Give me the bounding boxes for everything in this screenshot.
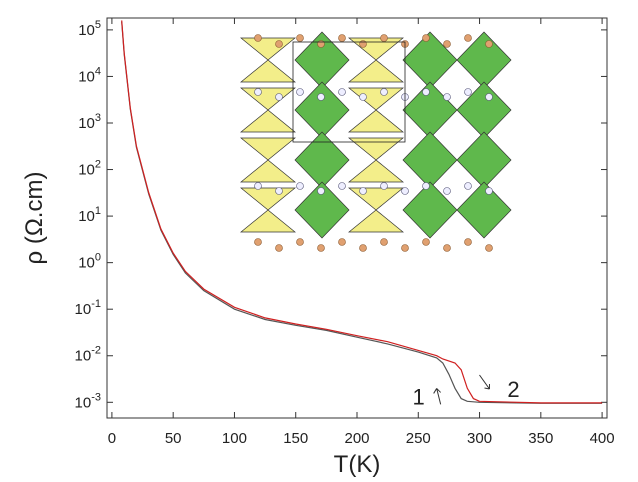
atom xyxy=(402,245,409,252)
y-tick-label: 104 xyxy=(78,65,101,85)
crystal-structure-inset xyxy=(241,32,511,252)
atom xyxy=(486,245,493,252)
atom xyxy=(360,94,367,101)
y-tick-label: 10-1 xyxy=(75,298,101,318)
atom xyxy=(465,35,472,42)
y-tick-label: 103 xyxy=(78,112,101,132)
atom xyxy=(423,183,430,190)
y-tick-label: 10-3 xyxy=(75,391,101,411)
polyhedron xyxy=(349,138,403,182)
atom xyxy=(444,188,451,195)
annotation: 2 xyxy=(507,377,519,402)
y-axis-title: ρ (Ω.cm) xyxy=(21,172,48,265)
atom xyxy=(276,94,283,101)
polyhedron xyxy=(295,132,349,188)
chart: T(K) ρ (Ω.cm) 0 50 100 150 200 250 300 350 400 10… xyxy=(0,0,638,482)
polyhedron xyxy=(349,88,403,132)
atom xyxy=(381,239,388,246)
atom xyxy=(297,239,304,246)
atom xyxy=(255,183,262,190)
atom xyxy=(255,239,262,246)
atom xyxy=(339,35,346,42)
atom xyxy=(276,188,283,195)
atom xyxy=(339,239,346,246)
x-tick-label: 200 xyxy=(344,430,369,447)
atom xyxy=(255,35,262,42)
atom xyxy=(297,89,304,96)
atom xyxy=(339,183,346,190)
y-tick-label: 100 xyxy=(78,252,101,272)
atom xyxy=(276,41,283,48)
y-tick-label: 101 xyxy=(78,205,101,225)
atom xyxy=(402,188,409,195)
polyhedron xyxy=(403,32,457,88)
atom xyxy=(276,245,283,252)
atom xyxy=(318,41,325,48)
atom xyxy=(360,41,367,48)
y-tick-label: 102 xyxy=(78,159,101,179)
x-tick-label: 100 xyxy=(222,430,247,447)
x-tick-label: 350 xyxy=(528,430,553,447)
annotation: 1 xyxy=(413,384,425,409)
atom xyxy=(423,239,430,246)
atom xyxy=(423,35,430,42)
polyhedron xyxy=(241,38,295,82)
annotation-arrow xyxy=(434,388,441,404)
atom xyxy=(486,41,493,48)
atom xyxy=(360,245,367,252)
atom xyxy=(381,35,388,42)
atom xyxy=(381,183,388,190)
atom xyxy=(423,89,430,96)
atom xyxy=(255,89,262,96)
y-tick-label: 10-2 xyxy=(75,345,101,365)
atom xyxy=(486,188,493,195)
polyhedron xyxy=(403,82,457,138)
atom xyxy=(381,89,388,96)
atom xyxy=(297,183,304,190)
x-tick-label: 250 xyxy=(406,430,431,447)
x-tick-label: 50 xyxy=(165,430,182,447)
atom xyxy=(318,245,325,252)
atom xyxy=(339,89,346,96)
polyhedron xyxy=(403,132,457,188)
x-tick-label: 150 xyxy=(283,430,308,447)
polyhedron xyxy=(241,88,295,132)
atom xyxy=(360,188,367,195)
atom xyxy=(465,183,472,190)
polyhedron xyxy=(349,38,403,82)
atom xyxy=(444,94,451,101)
atom xyxy=(444,245,451,252)
polyhedron xyxy=(457,182,511,238)
atom xyxy=(465,239,472,246)
atom xyxy=(444,41,451,48)
y-tick-label: 105 xyxy=(78,19,101,39)
atom xyxy=(486,94,493,101)
annotation-arrow xyxy=(479,375,489,389)
atom xyxy=(318,94,325,101)
x-tick-label: 0 xyxy=(108,430,116,447)
x-tick-label: 400 xyxy=(590,430,615,447)
polyhedron xyxy=(349,188,403,232)
polyhedron xyxy=(241,188,295,232)
polyhedron xyxy=(457,132,511,188)
atom xyxy=(318,188,325,195)
atom xyxy=(297,35,304,42)
x-tick-label: 300 xyxy=(467,430,492,447)
polyhedron xyxy=(241,138,295,182)
x-axis-title: T(K) xyxy=(334,451,381,478)
atom xyxy=(465,89,472,96)
